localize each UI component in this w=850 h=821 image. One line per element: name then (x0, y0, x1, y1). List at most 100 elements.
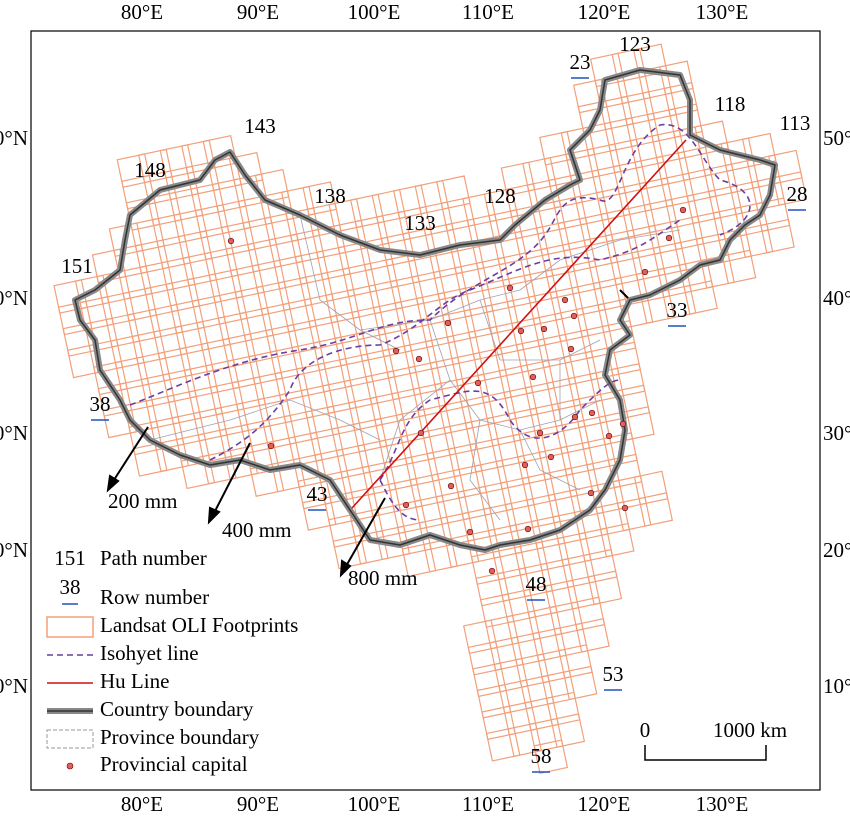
footprint (484, 614, 520, 650)
footprint (119, 377, 154, 413)
footprint (532, 627, 567, 662)
footprint (575, 303, 611, 338)
capital (547, 453, 555, 461)
capital (402, 501, 410, 509)
footprint (476, 683, 512, 719)
footprint (492, 545, 527, 581)
footprint (202, 134, 238, 170)
footprint (515, 653, 550, 688)
footprint (501, 588, 537, 624)
footprint (578, 527, 614, 563)
footprint (617, 181, 653, 217)
footprint (430, 468, 466, 504)
footprint (592, 276, 628, 312)
footprint (597, 298, 632, 334)
footprint (207, 156, 242, 192)
footprint (295, 362, 331, 398)
footprint (541, 355, 577, 390)
footprint (334, 331, 370, 367)
row-number: 53 (603, 662, 624, 686)
footprint (242, 216, 278, 252)
footprint (446, 330, 482, 366)
footprint (588, 255, 623, 291)
footprint (154, 437, 190, 473)
footprints (53, 43, 808, 774)
footprint (462, 192, 497, 227)
footprint (171, 411, 207, 447)
footprint (717, 227, 752, 263)
footprint (369, 391, 405, 427)
footprint (438, 399, 474, 435)
footprint (352, 417, 388, 453)
footprint (205, 359, 240, 394)
lon-label-top: 90°E (237, 0, 279, 24)
footprint (493, 657, 529, 693)
footprint (348, 396, 383, 432)
isohyet-lines (129, 123, 751, 521)
footprint (394, 296, 430, 332)
capital (227, 237, 235, 245)
footprint (83, 317, 119, 353)
footprint (550, 713, 586, 748)
footprint (301, 496, 337, 531)
footprint (325, 288, 360, 324)
footprint (466, 213, 502, 249)
lon-label-bottom: 130°E (696, 792, 749, 816)
footprint (277, 276, 313, 312)
footprint (230, 264, 265, 299)
footprint (460, 395, 495, 430)
row-number: 33 (667, 298, 688, 322)
footprint (522, 156, 557, 192)
lon-label-bottom: 120°E (578, 792, 631, 816)
lon-label-bottom: 80°E (121, 792, 163, 816)
footprint (386, 365, 422, 401)
path-number: 148 (134, 158, 166, 182)
lat-label-right: 40°N (823, 286, 850, 310)
footprint (464, 416, 500, 452)
footprint (231, 376, 267, 411)
footprint (605, 229, 640, 264)
footprint (462, 619, 498, 655)
footprint (566, 260, 602, 295)
footprint (208, 268, 244, 304)
footprint (539, 558, 575, 593)
footprint (117, 265, 153, 301)
footprint (681, 168, 717, 203)
legend-label: Landsat OLI Footprints (100, 613, 298, 637)
footprint (635, 267, 671, 303)
footprint (659, 60, 694, 96)
footprint (663, 81, 699, 117)
footprint (441, 308, 477, 344)
path-number: 123 (619, 32, 651, 56)
capital (561, 296, 569, 304)
footprint (391, 387, 426, 422)
footprint (494, 342, 529, 378)
footprint (419, 201, 454, 237)
capital (540, 325, 548, 333)
footprint (648, 220, 683, 255)
footprint (346, 284, 382, 319)
footprint (131, 329, 167, 365)
footprint (436, 175, 471, 210)
footprint (113, 243, 148, 279)
footprint (213, 290, 248, 325)
footprint (401, 542, 437, 578)
footprint (404, 451, 440, 487)
footprint (263, 211, 299, 247)
footprint (529, 402, 565, 438)
footprint (225, 242, 261, 278)
footprint (366, 482, 402, 518)
footprint (398, 318, 434, 353)
path-number: 118 (715, 92, 746, 116)
footprint (528, 717, 564, 753)
footprint (556, 531, 592, 567)
footprint (397, 205, 433, 241)
footprint (74, 274, 110, 310)
footprint (211, 177, 247, 213)
footprint (166, 389, 202, 425)
footprint (357, 439, 392, 475)
footprint (577, 415, 612, 450)
footprint (132, 442, 168, 477)
footprint (440, 196, 476, 232)
footprint (235, 397, 271, 433)
